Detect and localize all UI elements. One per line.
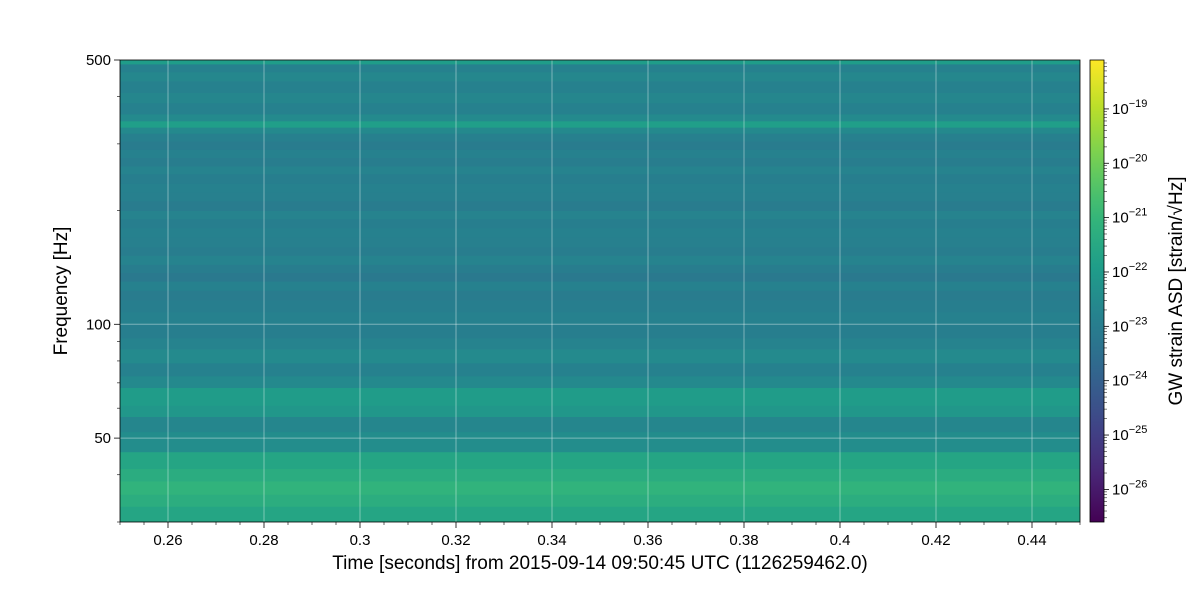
spectrogram-band <box>120 264 1080 273</box>
spectrogram-band <box>120 387 1080 406</box>
y-axis-label: Frequency [Hz] <box>51 227 72 356</box>
colorbar <box>1089 59 1105 523</box>
spectrogram-band <box>120 255 1080 265</box>
spectrogram-band <box>120 102 1080 115</box>
spectrogram-band <box>120 349 1080 364</box>
spectrogram-band <box>120 120 1080 128</box>
x-tick-label: 0.38 <box>729 532 758 549</box>
colorbar-tick-label: 10−25 <box>1112 424 1147 444</box>
y-tick-label: 50 <box>94 430 111 447</box>
spectrogram-bands <box>120 60 1080 522</box>
y-axis: 50 100 500 <box>86 52 120 523</box>
spectrogram-band <box>120 337 1080 350</box>
spectrogram-band <box>120 227 1080 238</box>
spectrogram-band <box>120 218 1080 229</box>
spectrogram-band <box>120 80 1080 93</box>
spectrogram-band <box>120 237 1080 248</box>
spectrogram-band <box>120 183 1080 193</box>
spectrogram-band <box>120 311 1080 325</box>
x-tick-label: 0.36 <box>633 532 662 549</box>
spectrogram-band <box>120 157 1080 167</box>
spectrogram-band <box>120 468 1080 482</box>
spectrogram-band <box>120 71 1080 82</box>
spectrogram-band <box>120 494 1080 507</box>
x-axis: 0.26 0.28 0.3 0.32 0.34 0.36 0.38 0.4 0.42 0.44 <box>119 522 1081 549</box>
x-tick-label: 0.42 <box>921 532 950 549</box>
x-tick-label: 0.26 <box>153 532 182 549</box>
spectrogram-band <box>120 60 1080 65</box>
spectrogram-band <box>120 191 1080 202</box>
colorbar-tick-label: 10−22 <box>1112 261 1147 281</box>
x-tick-label: 0.44 <box>1017 532 1046 549</box>
spectrogram-band <box>120 451 1080 470</box>
colorbar-axis: 10−26 10−25 10−24 10−23 10−22 10−21 10−20 10−19 <box>1104 62 1147 519</box>
spectrogram-band <box>120 324 1080 339</box>
spectrogram-band <box>120 281 1080 291</box>
spectrogram-band <box>120 141 1080 150</box>
colorbar-tick-label: 10−21 <box>1112 207 1147 227</box>
spectrogram-band <box>120 133 1080 142</box>
spectrogram-band <box>120 272 1080 282</box>
spectrogram-band <box>120 200 1080 211</box>
spectrogram-band <box>120 173 1080 184</box>
colorbar-tick-label: 10−20 <box>1112 152 1147 172</box>
spectrogram-band <box>120 299 1080 313</box>
x-tick-label: 0.4 <box>830 532 851 549</box>
spectrogram-band <box>120 506 1080 522</box>
x-tick-label: 0.34 <box>537 532 566 549</box>
spectrogram-band <box>120 113 1080 122</box>
colorbar-tick-label: 10−24 <box>1112 370 1147 390</box>
colorbar-tick-label: 10−19 <box>1112 98 1147 118</box>
spectrogram-band <box>120 481 1080 495</box>
spectrogram-band <box>120 363 1080 377</box>
x-tick-label: 0.3 <box>350 532 371 549</box>
spectrogram-band <box>120 210 1080 220</box>
spectrogram-band <box>120 431 1080 453</box>
spectrogram-band <box>120 149 1080 158</box>
spectrogram-band <box>120 247 1080 256</box>
y-tick-label: 100 <box>86 316 111 333</box>
colorbar-tick-label: 10−23 <box>1112 315 1147 335</box>
colorbar-label: GW strain ASD [strain/√Hz] <box>1166 177 1187 406</box>
spectrogram-band <box>120 375 1080 389</box>
spectrogram-band <box>120 416 1080 433</box>
x-axis-label: Time [seconds] from 2015-09-14 09:50:45 … <box>332 553 867 574</box>
y-tick-label: 500 <box>86 52 111 69</box>
spectrogram-band <box>120 63 1080 73</box>
colorbar-tick-label: 10−26 <box>1112 478 1147 498</box>
spectrogram-band <box>120 127 1080 134</box>
spectrogram-band <box>120 92 1080 104</box>
spectrogram-band <box>120 290 1080 301</box>
x-tick-label: 0.32 <box>441 532 470 549</box>
spectrogram-band <box>120 405 1080 417</box>
x-tick-label: 0.28 <box>249 532 278 549</box>
spectrogram-band <box>120 166 1080 175</box>
